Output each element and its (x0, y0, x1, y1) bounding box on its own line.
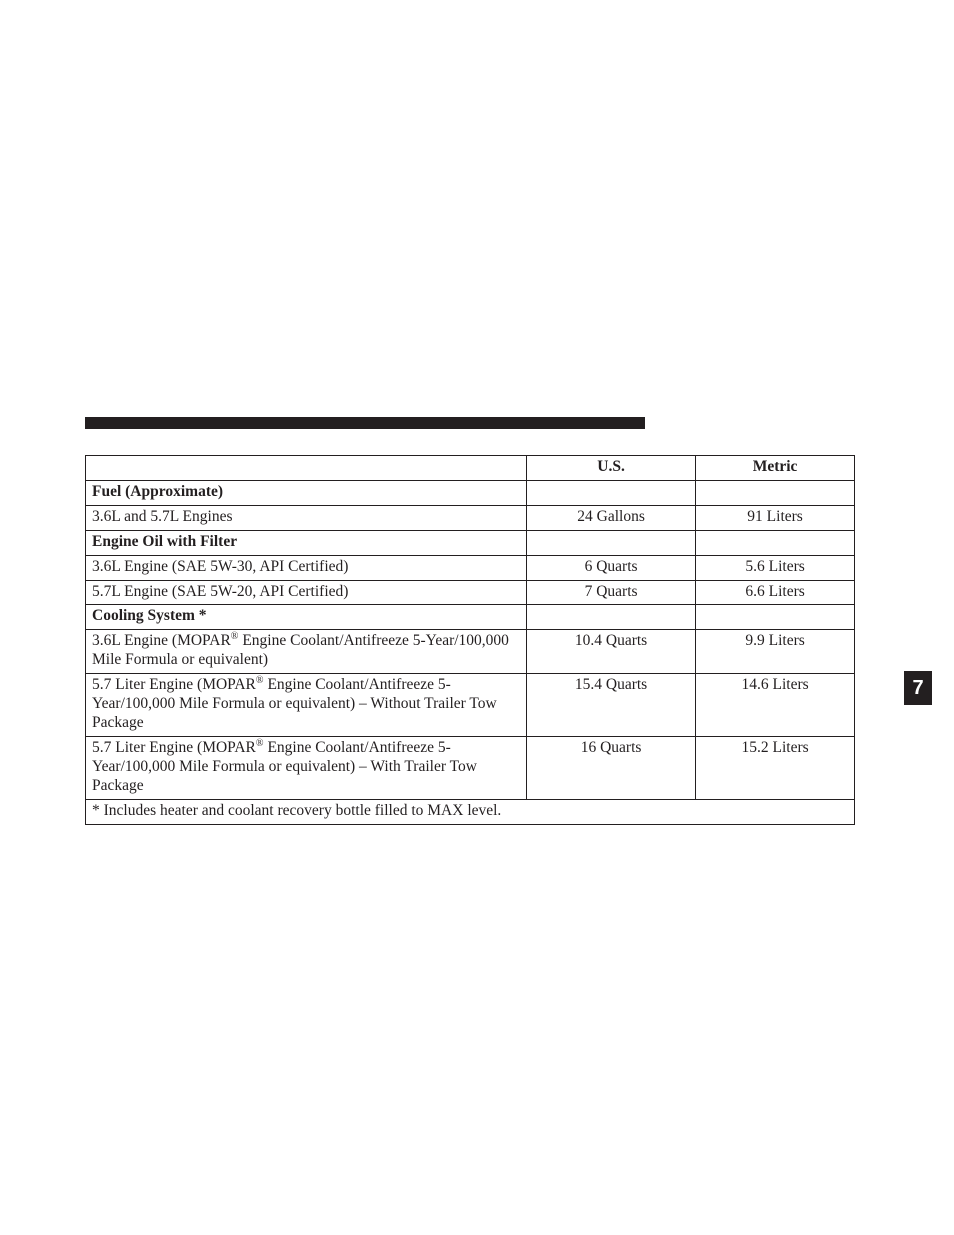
cool-57-tow-pre: 5.7 Liter Engine (MOPAR (92, 739, 256, 756)
oil-57-us: 7 Quarts (527, 580, 696, 605)
cool-36-metric: 9.9 Liters (696, 630, 855, 674)
oil-57-label: 5.7L Engine (SAE 5W-20, API Certified) (86, 580, 527, 605)
oil-36-us: 6 Quarts (527, 555, 696, 580)
capacities-table: U.S. Metric Fuel (Approximate) 3.6L and … (85, 455, 855, 825)
oil-36-row: 3.6L Engine (SAE 5W-30, API Certified) 6… (86, 555, 855, 580)
fuel-header-us (527, 480, 696, 505)
section-tab: 7 (904, 671, 932, 705)
cool-36-pre: 3.6L Engine (MOPAR (92, 632, 231, 649)
oil-header-metric (696, 530, 855, 555)
fuel-engines-us: 24 Gallons (527, 505, 696, 530)
cool-header-label: Cooling System * (86, 605, 527, 630)
registered-icon: ® (256, 738, 264, 749)
oil-header-row: Engine Oil with Filter (86, 530, 855, 555)
oil-57-row: 5.7L Engine (SAE 5W-20, API Certified) 7… (86, 580, 855, 605)
cool-36-label: 3.6L Engine (MOPAR® Engine Coolant/Antif… (86, 630, 527, 674)
cool-57-tow-us: 16 Quarts (527, 736, 696, 799)
cool-36-row: 3.6L Engine (MOPAR® Engine Coolant/Antif… (86, 630, 855, 674)
cool-36-us: 10.4 Quarts (527, 630, 696, 674)
table-header-row: U.S. Metric (86, 456, 855, 481)
cool-57-no-tow-row: 5.7 Liter Engine (MOPAR® Engine Coolant/… (86, 674, 855, 737)
section-rule (85, 417, 645, 429)
footnote-text: * Includes heater and coolant recovery b… (86, 799, 855, 824)
fuel-engines-label: 3.6L and 5.7L Engines (86, 505, 527, 530)
page-content: U.S. Metric Fuel (Approximate) 3.6L and … (85, 417, 855, 825)
fuel-engines-metric: 91 Liters (696, 505, 855, 530)
cool-57-tow-metric: 15.2 Liters (696, 736, 855, 799)
cool-header-us (527, 605, 696, 630)
fuel-engines-row: 3.6L and 5.7L Engines 24 Gallons 91 Lite… (86, 505, 855, 530)
registered-icon: ® (256, 675, 264, 686)
header-metric: Metric (696, 456, 855, 481)
cool-header-row: Cooling System * (86, 605, 855, 630)
header-blank (86, 456, 527, 481)
cool-57-no-tow-us: 15.4 Quarts (527, 674, 696, 737)
oil-header-label: Engine Oil with Filter (86, 530, 527, 555)
cool-header-metric (696, 605, 855, 630)
cool-57-no-tow-label: 5.7 Liter Engine (MOPAR® Engine Coolant/… (86, 674, 527, 737)
fuel-header-metric (696, 480, 855, 505)
header-us: U.S. (527, 456, 696, 481)
oil-36-metric: 5.6 Liters (696, 555, 855, 580)
cool-57-tow-row: 5.7 Liter Engine (MOPAR® Engine Coolant/… (86, 736, 855, 799)
oil-57-metric: 6.6 Liters (696, 580, 855, 605)
fuel-header-label: Fuel (Approximate) (86, 480, 527, 505)
fuel-header-row: Fuel (Approximate) (86, 480, 855, 505)
oil-header-us (527, 530, 696, 555)
oil-36-label: 3.6L Engine (SAE 5W-30, API Certified) (86, 555, 527, 580)
footnote-row: * Includes heater and coolant recovery b… (86, 799, 855, 824)
cool-57-no-tow-metric: 14.6 Liters (696, 674, 855, 737)
cool-57-no-tow-pre: 5.7 Liter Engine (MOPAR (92, 676, 256, 693)
cool-57-tow-label: 5.7 Liter Engine (MOPAR® Engine Coolant/… (86, 736, 527, 799)
